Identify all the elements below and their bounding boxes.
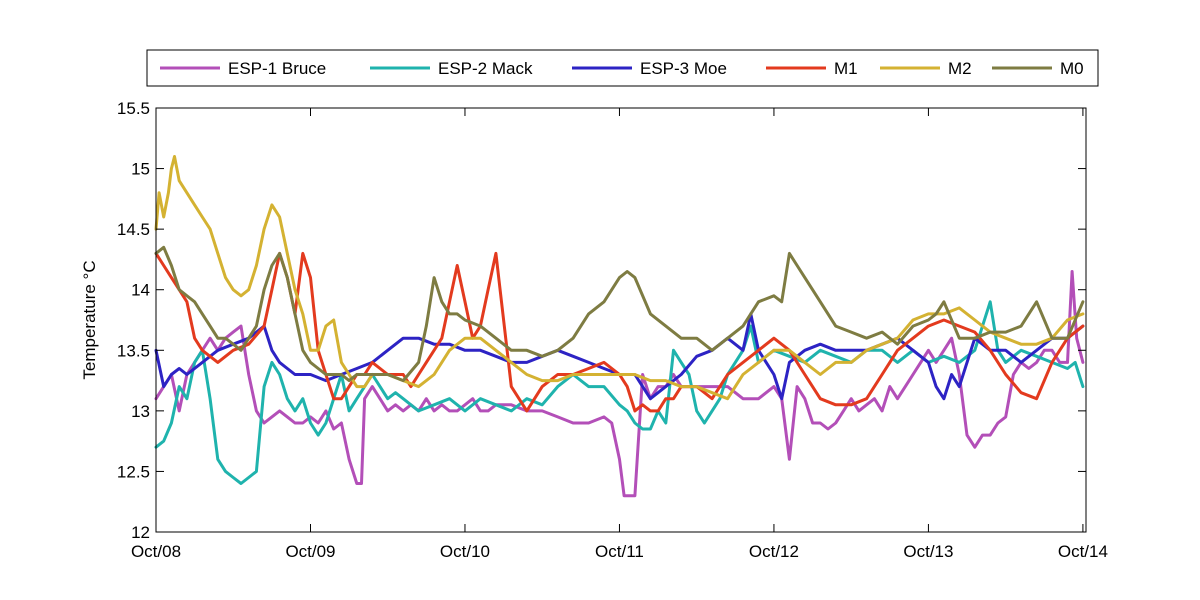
legend-label: ESP-2 Mack — [438, 59, 533, 78]
series-line-m2 — [154, 155, 1085, 401]
x-tick-label: Oct/11 — [595, 542, 644, 561]
series-layer — [154, 155, 1085, 498]
legend-label: ESP-1 Bruce — [228, 59, 326, 78]
legend-item: M2 — [880, 59, 972, 78]
axis-ticks: Oct/08 Oct/09 Oct/10 Oct/11 Oct/12 Oct/13 Oct/… — [117, 99, 1108, 561]
y-tick-label: 15 — [131, 160, 150, 179]
legend-item: M0 — [992, 59, 1084, 78]
y-tick-label: 13.5 — [117, 341, 150, 360]
legend-label: M1 — [834, 59, 858, 78]
y-tick-label: 14 — [131, 281, 150, 300]
y-tick-label: 14.5 — [117, 220, 150, 239]
series-line-esp-1-bruce — [154, 270, 1085, 498]
series-line-esp-2-mack — [154, 300, 1085, 485]
series-line-m0 — [154, 245, 1085, 383]
legend-item: M1 — [766, 59, 858, 78]
legend-label: M0 — [1060, 59, 1084, 78]
legend: ESP-1 Bruce ESP-2 Mack ESP-3 Moe M1 M2 M0 — [146, 49, 1099, 87]
y-tick-label: 15.5 — [117, 99, 150, 118]
legend-item: ESP-1 Bruce — [160, 59, 326, 78]
legend-label: M2 — [948, 59, 972, 78]
y-tick-label: 12 — [131, 523, 150, 542]
x-tick-label: Oct/09 — [285, 542, 335, 561]
legend-item: ESP-3 Moe — [572, 59, 727, 78]
legend-item: ESP-2 Mack — [370, 59, 533, 78]
x-tick-label: Oct/10 — [440, 542, 490, 561]
y-tick-label: 13 — [131, 402, 150, 421]
x-tick-label: Oct/14 — [1058, 542, 1108, 561]
legend-label: ESP-3 Moe — [640, 59, 727, 78]
plot-area-frame — [155, 107, 1087, 533]
x-tick-label: Oct/13 — [903, 542, 953, 561]
y-axis-label: Temperature °C — [80, 260, 99, 379]
legend-items: ESP-1 Bruce ESP-2 Mack ESP-3 Moe M1 M2 M0 — [160, 59, 1084, 78]
y-tick-label: 12.5 — [117, 462, 150, 481]
x-tick-label: Oct/08 — [131, 542, 181, 561]
x-tick-label: Oct/12 — [749, 542, 799, 561]
